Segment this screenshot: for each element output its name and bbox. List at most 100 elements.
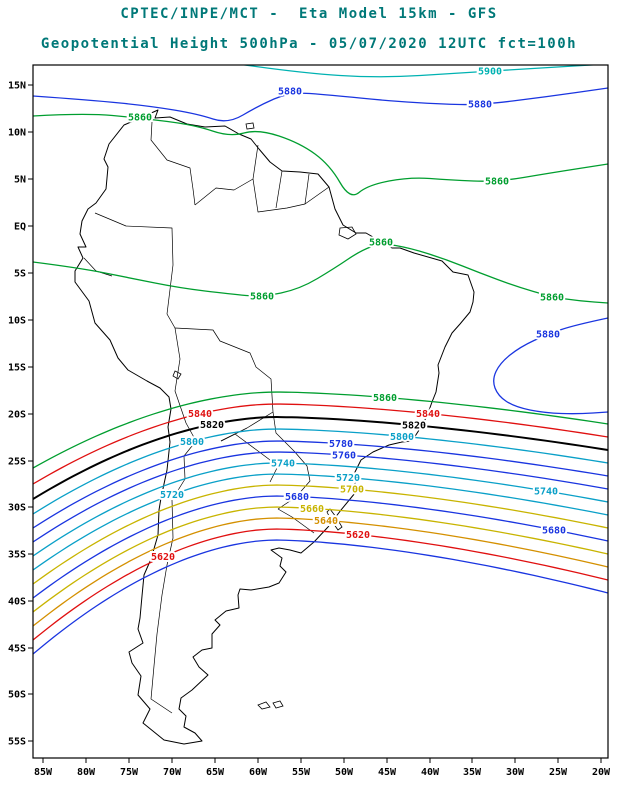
lat-label-EQ: EQ: [14, 222, 26, 233]
lat-label-35S: 35S: [8, 550, 26, 561]
contour-5760: [33, 451, 608, 543]
lat-label-15S: 15S: [8, 363, 26, 374]
contour-label-5620: 5620: [151, 552, 175, 563]
country-border: [150, 327, 197, 714]
island: [245, 122, 255, 130]
contour-label-5680: 5680: [285, 492, 309, 503]
contour-label-5880: 5880: [468, 100, 492, 111]
contour-label-5860: 5860: [540, 293, 564, 304]
lake: [326, 508, 343, 531]
lon-label-40W: 40W: [421, 767, 440, 778]
contour-label-5740: 5740: [271, 459, 295, 470]
contour-label-5840: 5840: [416, 409, 440, 420]
chart-title-line1: CPTEC/INPE/MCT - Eta Model 15km - GFS: [120, 6, 498, 22]
contour-5740: [33, 462, 608, 557]
contour-5860: [33, 113, 608, 196]
contour-5620: [33, 528, 608, 641]
lon-label-30W: 30W: [506, 767, 525, 778]
contour-5880: [33, 87, 608, 122]
contour-5840: [33, 403, 608, 485]
island: [272, 700, 284, 709]
contour-5860: [33, 391, 608, 469]
contour-label-5660: 5660: [300, 504, 324, 515]
country-border: [194, 144, 259, 206]
contour-label-5880: 5880: [536, 330, 560, 341]
contour-5860: [33, 243, 608, 304]
country-border: [94, 212, 174, 266]
lat-label-10S: 10S: [8, 316, 26, 327]
coastline: [74, 109, 475, 745]
contour-label-5860: 5860: [250, 292, 274, 303]
country-border: [252, 178, 330, 213]
lon-label-75W: 75W: [120, 767, 139, 778]
contour-label-5880: 5880: [278, 87, 302, 98]
lon-label-25W: 25W: [549, 767, 568, 778]
island: [257, 701, 271, 710]
contour-label-5840: 5840: [188, 409, 212, 420]
lon-label-45W: 45W: [378, 767, 397, 778]
lon-label-65W: 65W: [206, 767, 225, 778]
lat-label-5S: 5S: [14, 269, 26, 280]
contour-5660: [33, 506, 608, 613]
contour-label-5800: 5800: [390, 432, 414, 443]
contour-label-5620: 5620: [346, 530, 370, 541]
chart-title-line2: Geopotential Height 500hPa - 05/07/2020 …: [40, 36, 578, 52]
contour-label-5860: 5860: [128, 113, 152, 124]
contour-5640: [33, 517, 608, 627]
contour-label-5700: 5700: [340, 485, 364, 496]
contour-5600: [33, 539, 608, 655]
lon-label-35W: 35W: [463, 767, 482, 778]
lon-label-70W: 70W: [163, 767, 182, 778]
country-border: [166, 264, 176, 329]
country-border: [304, 173, 310, 205]
contour-5800: [33, 428, 608, 515]
lon-label-60W: 60W: [249, 767, 268, 778]
lat-label-55S: 55S: [8, 737, 26, 748]
contour-5900: [240, 65, 603, 78]
lon-label-50W: 50W: [335, 767, 354, 778]
lat-label-50S: 50S: [8, 690, 26, 701]
contour-label-5640: 5640: [314, 516, 338, 527]
contour-label-5860: 5860: [485, 177, 509, 188]
lake: [172, 370, 182, 380]
lat-label-5N: 5N: [14, 175, 26, 186]
contour-label-5740: 5740: [534, 487, 558, 498]
contour-5720: [33, 473, 608, 571]
contour-5780: [33, 440, 608, 529]
contour-label-5860: 5860: [369, 238, 393, 249]
contour-label-5780: 5780: [329, 439, 353, 450]
lon-label-85W: 85W: [34, 767, 53, 778]
lat-label-45S: 45S: [8, 644, 26, 655]
island: [338, 226, 357, 240]
contour-label-5680: 5680: [542, 525, 566, 536]
lat-label-25S: 25S: [8, 457, 26, 468]
lat-label-15N: 15N: [8, 81, 26, 92]
contour-label-5720: 5720: [160, 490, 184, 501]
contour-label-5820: 5820: [402, 421, 426, 432]
lon-label-20W: 20W: [592, 767, 611, 778]
contour-label-5820: 5820: [200, 420, 224, 431]
contour-label-5720: 5720: [336, 473, 360, 484]
contour-5680: [33, 495, 608, 599]
country-border: [275, 170, 283, 209]
country-border: [174, 327, 274, 413]
country-border: [150, 121, 196, 206]
lon-label-55W: 55W: [292, 767, 311, 778]
contour-label-5800: 5800: [180, 437, 204, 448]
contour-5820: [33, 416, 608, 500]
contour-5700: [33, 484, 608, 585]
lat-label-40S: 40S: [8, 597, 26, 608]
country-border: [277, 508, 315, 534]
contour-5880: [493, 317, 608, 415]
lat-label-30S: 30S: [8, 503, 26, 514]
map-frame: [32, 64, 609, 759]
lat-label-20S: 20S: [8, 410, 26, 421]
contour-label-5760: 5760: [332, 450, 356, 461]
lat-label-10N: 10N: [8, 128, 26, 139]
lon-label-80W: 80W: [77, 767, 96, 778]
contour-label-5900: 5900: [478, 67, 502, 78]
contour-label-5860: 5860: [373, 393, 397, 404]
